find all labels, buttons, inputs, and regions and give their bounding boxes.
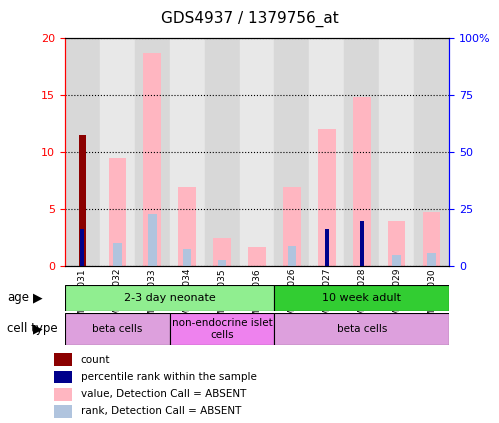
Text: non-endocrine islet
cells: non-endocrine islet cells — [172, 318, 272, 340]
Bar — [283, 187, 300, 266]
Bar — [240, 38, 274, 266]
Bar — [274, 285, 449, 311]
Bar — [218, 260, 227, 266]
Bar — [248, 247, 265, 266]
Bar — [392, 255, 401, 266]
Bar — [113, 242, 122, 266]
Text: value, Detection Call = ABSENT: value, Detection Call = ABSENT — [81, 389, 246, 399]
Bar — [148, 214, 157, 266]
Bar — [344, 38, 379, 266]
Bar — [100, 38, 135, 266]
Bar — [274, 313, 449, 345]
Bar — [353, 97, 370, 266]
Text: ▶: ▶ — [32, 322, 42, 335]
Bar — [287, 246, 296, 266]
Bar — [144, 53, 161, 266]
Bar — [183, 250, 192, 266]
Bar — [214, 238, 231, 266]
Bar — [135, 38, 170, 266]
Bar — [179, 187, 196, 266]
Bar — [379, 38, 414, 266]
Bar — [318, 129, 335, 266]
Bar — [170, 313, 274, 345]
Bar — [54, 371, 72, 383]
Bar — [65, 38, 100, 266]
Text: GDS4937 / 1379756_at: GDS4937 / 1379756_at — [161, 11, 338, 27]
Text: ▶: ▶ — [32, 291, 42, 304]
Text: beta cells: beta cells — [337, 324, 387, 334]
Bar — [54, 405, 72, 418]
Text: 2-3 day neonate: 2-3 day neonate — [124, 293, 216, 303]
Bar — [325, 229, 329, 266]
Bar — [65, 313, 170, 345]
Bar — [80, 229, 84, 266]
Text: 10 week adult: 10 week adult — [322, 293, 401, 303]
Bar — [65, 285, 274, 311]
Text: cell type: cell type — [7, 322, 58, 335]
Bar — [414, 38, 449, 266]
Bar — [309, 38, 344, 266]
Text: count: count — [81, 355, 110, 365]
Bar — [427, 253, 436, 266]
Bar — [274, 38, 309, 266]
Text: age: age — [7, 291, 29, 304]
Bar — [388, 221, 405, 266]
Bar — [360, 221, 364, 266]
Bar — [108, 158, 126, 266]
Bar — [170, 38, 205, 266]
Bar — [54, 388, 72, 401]
Text: beta cells: beta cells — [92, 324, 142, 334]
Text: percentile rank within the sample: percentile rank within the sample — [81, 372, 256, 382]
Bar — [205, 38, 240, 266]
Text: rank, Detection Call = ABSENT: rank, Detection Call = ABSENT — [81, 407, 241, 417]
Bar — [423, 212, 440, 266]
Bar — [79, 135, 86, 266]
Bar — [54, 353, 72, 366]
